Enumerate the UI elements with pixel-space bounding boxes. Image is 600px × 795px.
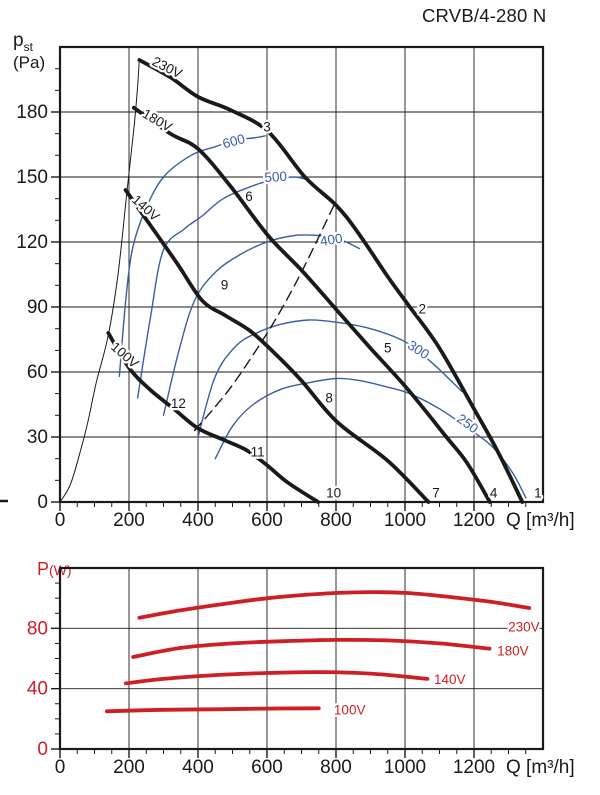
pressure-axis-label: pst (Pa) xyxy=(13,31,45,73)
point-label-7: 7 xyxy=(432,486,440,501)
point-label-3: 3 xyxy=(263,120,271,135)
x-tick-label: 400 xyxy=(182,510,214,531)
plot-frame xyxy=(58,45,545,504)
x-tick-label: 0 xyxy=(55,510,66,531)
chart-title: CRVB/4-280 N xyxy=(422,5,547,26)
x-tick-label: 600 xyxy=(251,510,283,531)
pressure-axis-symbol: p xyxy=(13,30,24,51)
x-tick-label: 800 xyxy=(320,757,352,778)
series-power-100V xyxy=(105,706,321,714)
point-label-6: 6 xyxy=(245,189,253,204)
pressure-axis-unit: (Pa) xyxy=(13,53,46,73)
series-rpm-300 xyxy=(197,319,463,438)
x-axis-unit-label: Q [m³/h] xyxy=(506,510,575,531)
curve-label-100V: 100V xyxy=(108,339,142,371)
series-power-230V xyxy=(137,590,532,620)
y-tick-label: 150 xyxy=(16,167,48,188)
series-curve-230V xyxy=(137,58,525,504)
series-rpm-600 xyxy=(118,135,266,378)
curve-label-100V: 100V xyxy=(334,702,366,717)
x-tick-label: 200 xyxy=(113,510,145,531)
y-tick-label: 80 xyxy=(27,618,48,639)
power-axis-symbol: P xyxy=(37,559,50,579)
point-label-500: 500 xyxy=(264,169,288,186)
curve-label-180V: 180V xyxy=(140,106,175,135)
y-tick-label: 60 xyxy=(27,362,48,383)
x-tick-label: 600 xyxy=(251,757,283,778)
curve-label-230V: 230V xyxy=(508,619,540,634)
point-label-12: 12 xyxy=(171,396,186,411)
y-tick-label: 40 xyxy=(27,679,48,700)
curve-label-180V: 180V xyxy=(497,643,529,658)
series-curve-140V xyxy=(123,188,431,504)
point-label-1: 1 xyxy=(534,486,542,501)
x-tick-label: 800 xyxy=(320,510,352,531)
series-rpm-250 xyxy=(214,377,527,499)
curve-label-140V: 140V xyxy=(434,672,466,687)
pressure-flow-curves: 0 200 400 600 800 1000 1200 0 30 60 90 120 150 180 Q [… xyxy=(16,45,575,531)
x-tick-label: 400 xyxy=(182,757,214,778)
y-tick-label: 30 xyxy=(27,427,48,448)
point-label-5: 5 xyxy=(384,341,392,356)
series-power-180V xyxy=(131,637,492,659)
x-axis-unit-label: Q [m³/h] xyxy=(506,757,575,778)
power-flow-curves: 0 200 400 600 800 1000 1200 0 40 80 Q [m³/h] 230V 18… xyxy=(27,566,575,778)
point-label-11: 11 xyxy=(251,445,265,460)
point-label-4: 4 xyxy=(490,486,498,501)
series-rpm-400 xyxy=(162,234,361,417)
point-label-8: 8 xyxy=(325,390,333,405)
x-tick-label: 0 xyxy=(55,757,66,778)
series-system-dashed-line xyxy=(193,200,337,432)
x-tick-label: 1000 xyxy=(384,757,426,778)
x-tick-label: 1200 xyxy=(453,757,495,778)
y-tick-label: 0 xyxy=(37,739,48,760)
y-tick-label: 180 xyxy=(16,102,48,123)
pressure-axis-subscript: st xyxy=(23,39,33,54)
y-tick-label: 0 xyxy=(37,492,48,513)
series-curve-180V xyxy=(131,105,492,504)
x-tick-label: 1000 xyxy=(384,510,426,531)
series-curve-100V xyxy=(106,331,320,504)
point-label-2: 2 xyxy=(418,302,426,317)
series-rpm-500 xyxy=(136,176,307,399)
x-tick-label: 200 xyxy=(113,757,145,778)
point-label-10: 10 xyxy=(326,486,341,501)
y-tick-label: 90 xyxy=(27,297,48,318)
x-tick-label: 1200 xyxy=(453,510,495,531)
point-label-400: 400 xyxy=(319,231,343,249)
plot-frame xyxy=(58,566,545,751)
series-power-140V xyxy=(123,670,430,686)
point-label-600: 600 xyxy=(221,131,247,151)
point-label-9: 9 xyxy=(221,278,229,293)
y-tick-label: 120 xyxy=(16,232,48,253)
